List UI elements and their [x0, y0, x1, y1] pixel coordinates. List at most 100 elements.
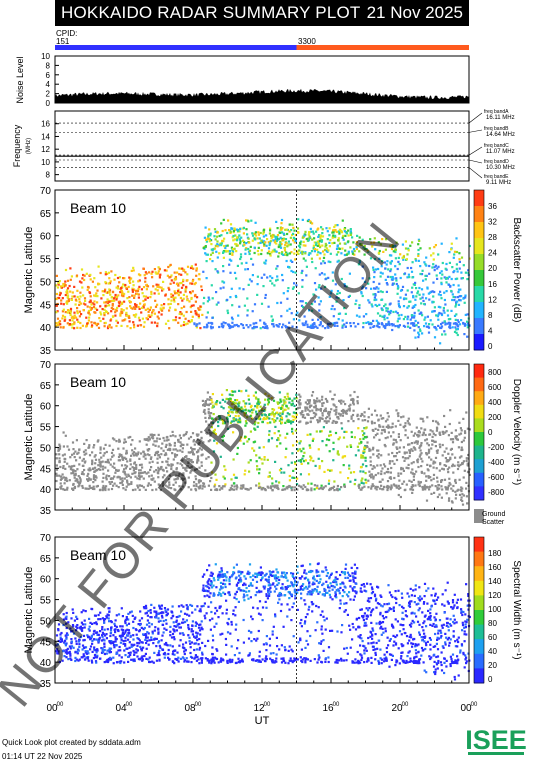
rti-cell	[218, 252, 221, 255]
rti-cell	[443, 414, 446, 418]
rti-cell	[256, 425, 259, 428]
rti-cell	[318, 309, 321, 312]
rti-cell	[204, 402, 207, 405]
rti-cell	[360, 481, 363, 484]
rti-cell	[275, 267, 278, 270]
rti-cell	[386, 283, 389, 286]
rti-cell	[370, 621, 373, 624]
rti-cell	[131, 288, 134, 292]
rti-cell	[160, 313, 163, 316]
rti-cell	[167, 303, 170, 306]
rti-cell	[156, 437, 159, 440]
rti-cell	[93, 277, 96, 280]
rti-cell	[78, 456, 81, 459]
rti-cell	[150, 466, 153, 469]
rti-cell	[243, 473, 246, 476]
rti-cell	[374, 653, 377, 656]
rti-cell	[146, 484, 149, 487]
rti-cell	[252, 408, 255, 411]
rti-cell	[414, 319, 417, 322]
rti-cell	[335, 296, 338, 299]
rti-cell	[55, 644, 58, 647]
rti-cell	[114, 273, 117, 277]
rti-cell	[381, 323, 384, 326]
rti-cell	[59, 636, 62, 639]
rti-cell	[286, 252, 289, 255]
rti-cell	[389, 261, 392, 264]
rti-cell	[294, 417, 297, 420]
freq-panel-frame	[54, 110, 470, 182]
rti-cell	[176, 477, 180, 480]
rti-cell	[188, 451, 192, 454]
rti-cell	[411, 322, 414, 325]
rti-cell	[321, 440, 324, 443]
rti-cell	[402, 256, 405, 259]
rti-cell	[130, 643, 133, 646]
rti-cell	[266, 403, 270, 406]
rti-cell	[221, 422, 225, 425]
rti-cell	[226, 309, 229, 312]
rti-cell	[332, 231, 335, 234]
rti-cell	[387, 424, 390, 427]
rti-cell	[237, 324, 240, 328]
rti-cell	[209, 434, 212, 437]
rti-cell	[101, 290, 104, 293]
rti-cell	[456, 300, 459, 303]
rti-cell	[389, 638, 392, 641]
rti-cell	[368, 277, 371, 280]
rti-cell	[222, 434, 225, 437]
rti-cell	[366, 420, 370, 423]
rti-cell	[325, 580, 328, 583]
rti-cell	[274, 235, 277, 238]
rti-cell	[216, 231, 219, 234]
rti-cell	[178, 267, 181, 270]
rti-cell	[257, 246, 260, 249]
rti-cell	[109, 477, 112, 480]
rti-cell	[62, 282, 65, 286]
rti-cell	[345, 321, 348, 324]
colorbar-tick-label: 32	[488, 218, 497, 227]
rti-cell	[443, 320, 446, 323]
rti-cell	[257, 400, 260, 403]
rti-cell	[230, 488, 233, 491]
rti-cell	[460, 611, 463, 614]
rti-cell	[215, 401, 218, 404]
rti-cell	[432, 473, 436, 476]
rti-cell	[256, 402, 259, 405]
rti-cell	[211, 393, 214, 396]
rti-cell	[64, 293, 67, 297]
rti-cell	[223, 465, 226, 468]
rti-cell	[217, 421, 220, 424]
rti-cell	[318, 284, 321, 287]
colorbar-segment	[474, 377, 484, 392]
rti-cell	[205, 316, 208, 319]
rti-cell	[421, 269, 424, 272]
rti-cell	[140, 626, 143, 629]
rti-cell	[58, 296, 61, 300]
rti-cell	[150, 290, 153, 293]
rti-cell	[434, 456, 438, 459]
freq-band-leader	[468, 146, 483, 156]
rti-cell	[119, 314, 122, 317]
rti-cell	[124, 464, 127, 467]
rti-cell	[211, 406, 214, 409]
rti-cell	[455, 331, 458, 334]
rti-cell	[276, 401, 279, 404]
rti-cell	[284, 324, 287, 328]
rti-cell	[220, 405, 223, 408]
rti-cell	[399, 486, 402, 489]
rti-cell	[119, 649, 122, 652]
rti-cell	[368, 470, 371, 473]
rti-cell	[408, 635, 411, 638]
rti-cell	[412, 446, 415, 449]
rti-cell	[247, 283, 250, 286]
rti-ytick-label: 60	[40, 232, 52, 243]
rti-cell	[372, 280, 375, 284]
rti-cell	[333, 324, 336, 327]
rti-cell	[432, 281, 435, 284]
rti-cell	[151, 434, 154, 437]
rti-cell	[344, 412, 348, 415]
rti-cell	[296, 311, 299, 314]
rti-cell	[71, 319, 74, 322]
rti-cell	[458, 433, 461, 436]
